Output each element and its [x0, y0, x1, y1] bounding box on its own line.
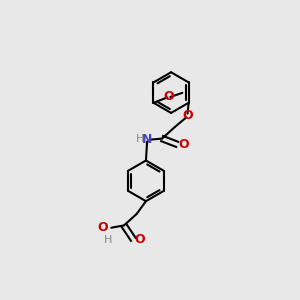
Text: O: O	[182, 109, 193, 122]
Text: N: N	[142, 133, 152, 146]
Text: O: O	[178, 138, 189, 151]
Text: O: O	[98, 221, 108, 234]
Text: H: H	[104, 235, 112, 245]
Text: O: O	[163, 91, 174, 103]
Text: O: O	[134, 233, 145, 246]
Text: H: H	[136, 134, 144, 145]
